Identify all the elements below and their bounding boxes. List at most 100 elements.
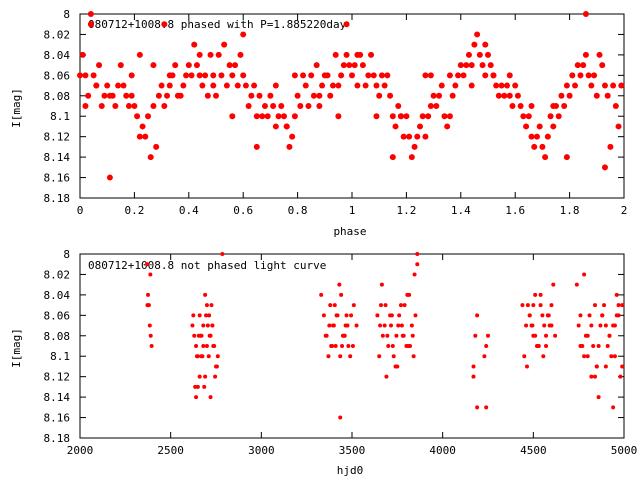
data-point bbox=[618, 374, 623, 379]
data-point bbox=[193, 62, 200, 69]
data-point bbox=[147, 154, 154, 161]
data-point bbox=[410, 333, 415, 338]
data-point bbox=[338, 354, 343, 359]
data-point bbox=[415, 262, 420, 267]
data-point bbox=[341, 333, 346, 338]
x-tick-label: 2000 bbox=[67, 444, 94, 457]
data-point bbox=[208, 395, 213, 400]
data-point bbox=[603, 323, 608, 328]
data-point bbox=[530, 323, 535, 328]
data-point bbox=[251, 82, 258, 89]
data-point bbox=[237, 51, 244, 58]
data-point bbox=[592, 303, 597, 308]
data-point bbox=[101, 92, 108, 99]
data-point bbox=[346, 62, 353, 69]
data-point bbox=[566, 92, 573, 99]
unphased-data-points bbox=[145, 252, 625, 420]
data-point bbox=[207, 313, 212, 318]
data-point bbox=[495, 92, 502, 99]
data-point bbox=[551, 282, 556, 287]
y-tick-label: 8.04 bbox=[44, 49, 71, 62]
data-point bbox=[396, 323, 401, 328]
data-point bbox=[541, 354, 546, 359]
data-point bbox=[148, 333, 153, 338]
data-point bbox=[87, 21, 94, 28]
unphased-x-ticks: 2000 2500 3000 3500 4000 4500 5000 bbox=[67, 254, 637, 457]
data-point bbox=[197, 313, 202, 318]
data-point bbox=[291, 113, 298, 120]
data-point bbox=[482, 41, 489, 48]
data-point bbox=[191, 41, 198, 48]
data-point bbox=[409, 323, 414, 328]
x-tick-label: 4500 bbox=[520, 444, 547, 457]
phased-x-ticks: 0 0.2 0.4 0.6 0.8 1 1.2 1.4 1.6 1.8 2 bbox=[77, 14, 627, 217]
data-point bbox=[539, 143, 546, 150]
data-point bbox=[87, 11, 94, 17]
data-point bbox=[498, 82, 505, 89]
data-point bbox=[90, 72, 97, 79]
y-tick-label: 8 bbox=[63, 8, 70, 21]
data-point bbox=[501, 92, 508, 99]
data-point bbox=[531, 143, 538, 150]
data-point bbox=[192, 333, 197, 338]
data-point bbox=[203, 292, 208, 297]
x-tick-label: 0.8 bbox=[288, 204, 308, 217]
data-point bbox=[146, 292, 150, 297]
data-point bbox=[164, 92, 171, 99]
data-point bbox=[591, 72, 598, 79]
data-point bbox=[354, 323, 359, 328]
data-point bbox=[615, 123, 622, 130]
data-point bbox=[391, 354, 396, 359]
data-point bbox=[385, 333, 390, 338]
data-point bbox=[82, 103, 89, 109]
data-point bbox=[172, 62, 179, 69]
data-point bbox=[209, 303, 214, 308]
data-point bbox=[446, 113, 453, 120]
data-point bbox=[278, 103, 285, 109]
data-point bbox=[604, 92, 611, 99]
data-point bbox=[527, 313, 532, 318]
data-point bbox=[601, 164, 608, 171]
data-point bbox=[125, 103, 132, 109]
x-tick-label: 0.6 bbox=[233, 204, 253, 217]
data-point bbox=[349, 313, 354, 318]
data-point bbox=[204, 303, 209, 308]
data-point bbox=[194, 344, 199, 348]
data-point bbox=[400, 333, 405, 338]
data-point bbox=[520, 113, 527, 120]
data-point bbox=[85, 92, 92, 99]
data-point bbox=[196, 51, 203, 58]
data-point bbox=[77, 72, 83, 79]
data-point bbox=[522, 354, 527, 359]
data-point bbox=[561, 103, 568, 109]
data-point bbox=[397, 113, 404, 120]
data-point bbox=[351, 62, 358, 69]
data-point bbox=[517, 103, 524, 109]
data-point bbox=[550, 103, 557, 109]
data-point bbox=[180, 82, 187, 89]
data-point bbox=[188, 72, 195, 79]
data-point bbox=[354, 82, 361, 89]
x-tick-label: 4000 bbox=[429, 444, 456, 457]
data-point bbox=[145, 262, 150, 267]
data-point bbox=[438, 82, 445, 89]
data-point bbox=[338, 72, 345, 79]
y-tick-label: 8.04 bbox=[44, 289, 71, 302]
data-point bbox=[203, 374, 208, 379]
x-tick-label: 2500 bbox=[157, 444, 184, 457]
x-tick-label: 1.2 bbox=[396, 204, 416, 217]
data-point bbox=[427, 103, 434, 109]
data-point bbox=[536, 123, 543, 130]
data-point bbox=[601, 82, 608, 89]
data-point bbox=[275, 113, 282, 120]
data-point bbox=[343, 51, 350, 58]
phased-data-points bbox=[77, 11, 625, 181]
data-point bbox=[563, 154, 570, 161]
data-point bbox=[93, 82, 100, 89]
data-point bbox=[538, 303, 543, 308]
data-point bbox=[115, 82, 122, 89]
data-point bbox=[392, 123, 399, 130]
data-point bbox=[213, 92, 219, 99]
data-point bbox=[612, 354, 617, 359]
data-point bbox=[490, 72, 497, 79]
